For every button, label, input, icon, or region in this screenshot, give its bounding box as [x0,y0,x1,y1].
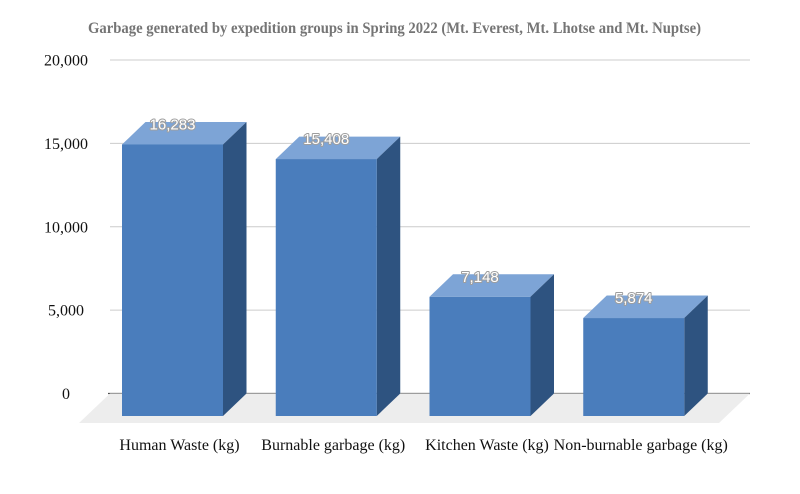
bar-front-face [275,159,377,416]
y-tick-label: 5,000 [48,303,84,320]
bar-side-face [376,136,401,416]
bar-top-face [275,136,401,160]
chart-floor [79,393,750,423]
category-labels-layer: Human Waste (kg) Burnable garbage (kg) Kit… [119,437,727,454]
bar-side-face [684,295,708,416]
value-labels-layer: 16,283 15,408 7,148 5,874 [149,115,654,308]
y-axis-labels-layer: 20,000 15,000 10,000 5,000 0 [44,53,88,404]
y-tick-label: 15,000 [44,136,88,153]
category-label: Kitchen Waste (kg) [425,437,549,454]
bars-layer [122,121,708,417]
bar-front-face [122,144,223,417]
bar-side-face [223,121,247,417]
bar-Human Waste (kg)[interactable] [122,121,247,417]
bar-value-label: 15,408 [303,131,349,148]
bar-Non-burnable garbage (kg)[interactable] [583,295,708,416]
y-tick-label: 0 [62,386,70,403]
bar-front-face [583,318,685,416]
bar-side-face [530,274,554,416]
bar-value-label: 7,148 [461,269,499,286]
bar-value-label: 16,283 [150,116,196,133]
category-label: Burnable garbage (kg) [261,437,405,454]
bar-top-face [122,121,247,145]
bar-front-face [429,296,531,416]
chart-title: Garbage generated by expedition groups i… [88,20,701,37]
bar-Burnable garbage (kg)[interactable] [275,136,401,416]
chart-floor-layer [79,393,750,423]
category-label: Human Waste (kg) [119,437,239,454]
bar-top-face [429,274,554,297]
bar-top-face [583,295,708,319]
y-tick-label: 20,000 [44,53,88,70]
y-tick-label: 10,000 [44,219,88,236]
bar-value-label: 5,874 [615,290,653,307]
category-label: Non-burnable garbage (kg) [554,437,728,454]
bar-Kitchen Waste (kg)[interactable] [429,274,555,416]
